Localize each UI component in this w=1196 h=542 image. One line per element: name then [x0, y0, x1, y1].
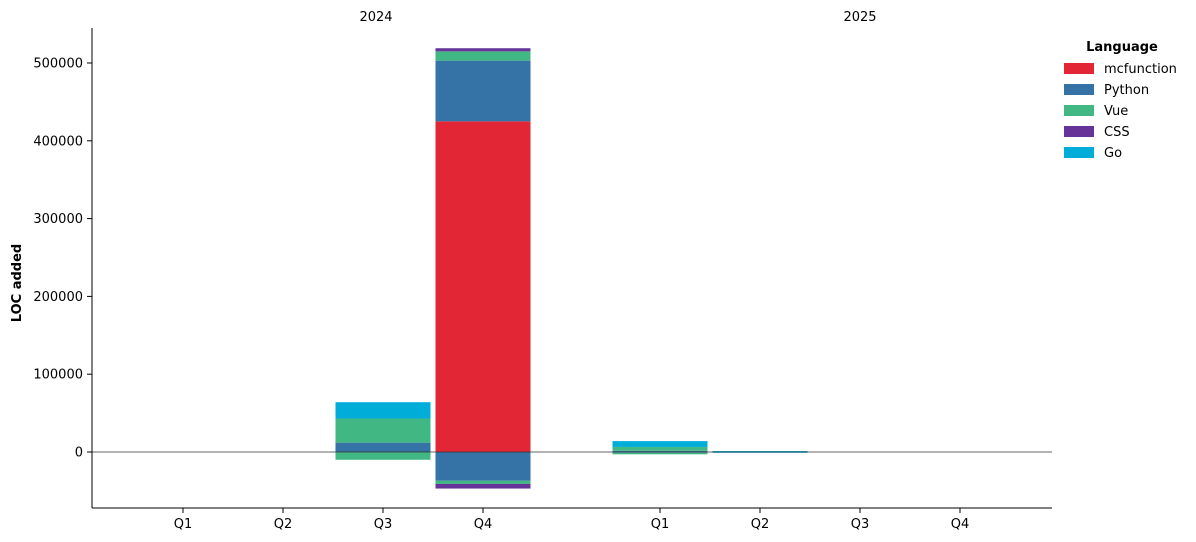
bar-2024-Q3-python-positive	[335, 442, 431, 452]
legend-items: mcfunction Python Vue CSS Go	[1064, 62, 1177, 161]
x-tick-label-2025-q4: Q4	[951, 517, 970, 532]
legend-label-css: CSS	[1104, 125, 1130, 140]
bar-2024-Q4-css-negative	[435, 483, 531, 489]
bar-2024-Q4-python-negative	[435, 451, 531, 481]
bar-2024-Q4-vue-negative	[435, 480, 531, 484]
y-ticks: 0 100000 200000 300000 400000 500000	[33, 57, 92, 460]
bar-2024-Q4-css-positive	[435, 48, 531, 52]
legend-swatch-css	[1064, 126, 1094, 137]
x-tick-label-2024-q4: Q4	[474, 517, 493, 532]
y-tick-label: 0	[75, 445, 83, 460]
legend: Language mcfunction Python Vue CSS Go	[1064, 40, 1177, 161]
y-axis-label: LOC added	[10, 244, 25, 322]
legend-label-python: Python	[1104, 83, 1149, 98]
x-tick-label-2024-q2: Q2	[274, 517, 293, 532]
bar-2025-Q1-vue-positive	[612, 446, 708, 451]
bar-2024-Q4-python-positive	[435, 60, 531, 122]
y-tick-label: 100000	[33, 368, 83, 383]
y-tick-label: 400000	[33, 134, 83, 149]
y-tick-label: 300000	[33, 212, 83, 227]
bar-2025-Q2-go-positive	[712, 451, 808, 452]
bar-2024-Q4-vue-positive	[435, 51, 531, 61]
group-label-2025: 2025	[843, 10, 876, 25]
x-tick-label-2024-q1: Q1	[174, 517, 193, 532]
y-tick-label: 200000	[33, 290, 83, 305]
x-tick-label-2025-q1: Q1	[651, 517, 670, 532]
legend-swatch-python	[1064, 84, 1094, 95]
legend-title: Language	[1086, 40, 1158, 55]
bar-2024-Q3-go-positive	[335, 402, 431, 419]
x-tick-label-2025-q2: Q2	[751, 517, 770, 532]
bar-2024-Q3-vue-positive	[335, 418, 431, 443]
group-labels: 2024 2025	[359, 10, 876, 25]
legend-label-vue: Vue	[1104, 104, 1128, 119]
bar-2024-Q3-vue-negative	[335, 451, 431, 460]
y-tick-label: 500000	[33, 57, 83, 72]
group-label-2024: 2024	[359, 10, 392, 25]
legend-label-go: Go	[1104, 146, 1122, 161]
legend-swatch-go	[1064, 147, 1094, 158]
bar-2025-Q1-go-positive	[612, 441, 708, 447]
legend-swatch-vue	[1064, 105, 1094, 116]
bar-2025-Q1-python-positive	[612, 450, 708, 452]
bars-layer	[335, 48, 808, 489]
x-tick-label-2024-q3: Q3	[374, 517, 393, 532]
x-tick-label-2025-q3: Q3	[851, 517, 870, 532]
legend-label-mcfunction: mcfunction	[1104, 62, 1177, 77]
bar-2024-Q4-mcfunction-positive	[435, 121, 531, 452]
bar-2025-Q1-vue-negative	[612, 452, 708, 455]
legend-swatch-mcfunction	[1064, 63, 1094, 74]
x-ticks: Q1 Q2 Q3 Q4 Q1 Q2 Q3 Q4	[174, 508, 970, 532]
